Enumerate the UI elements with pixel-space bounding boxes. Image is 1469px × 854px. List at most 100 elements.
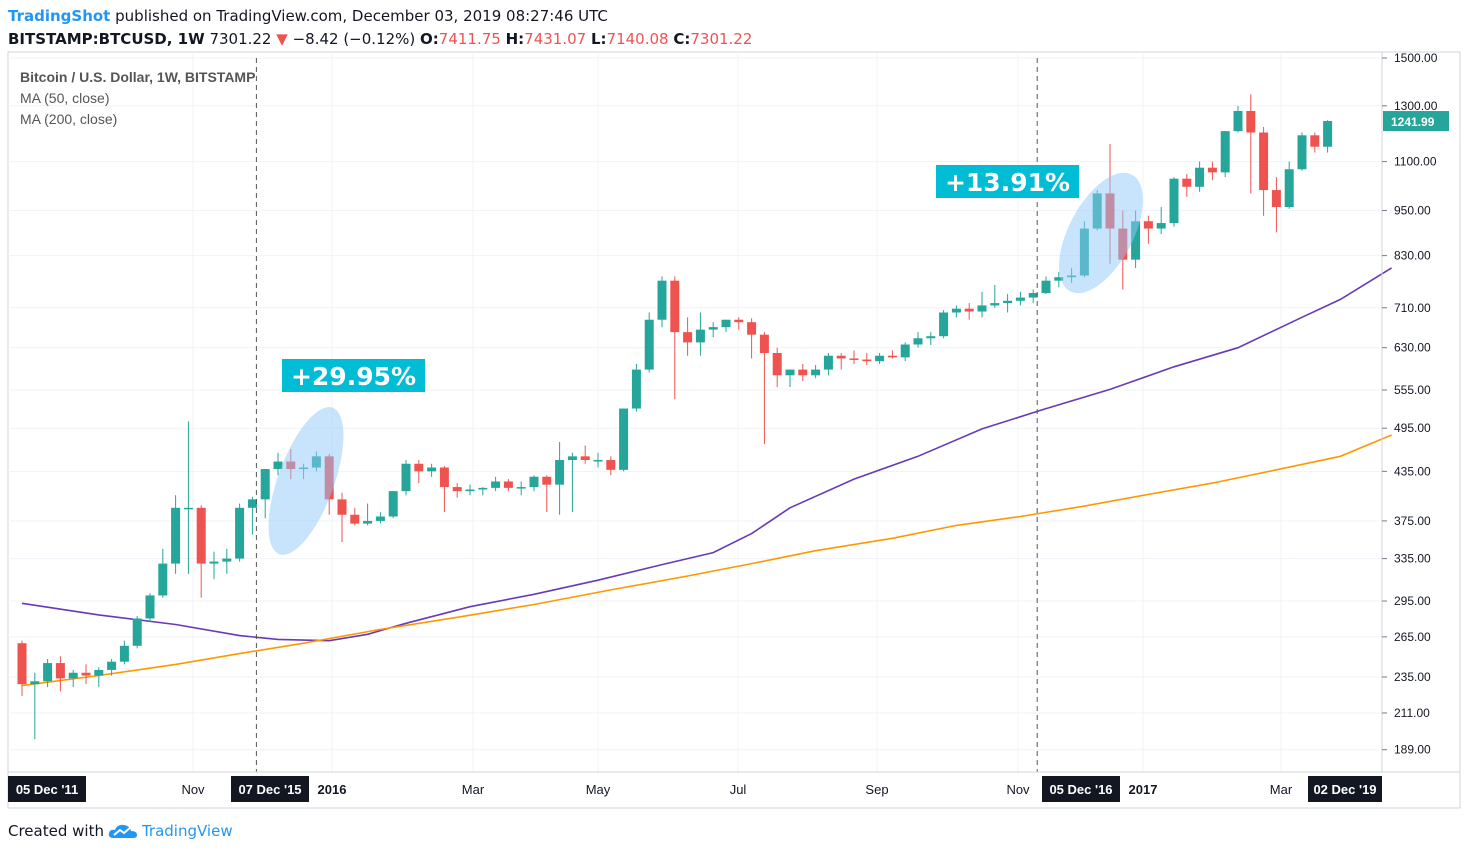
candle-body <box>811 369 821 376</box>
candle <box>977 291 987 318</box>
price-axis-tick-label: 1100.00 <box>1394 155 1437 169</box>
candle-body <box>542 476 552 485</box>
candle <box>196 505 206 598</box>
candle <box>158 548 168 598</box>
candle <box>17 640 27 696</box>
candle <box>772 347 782 388</box>
time-axis-date-label-bg <box>231 776 309 802</box>
candle <box>516 481 526 496</box>
candle <box>631 363 641 412</box>
close-label: C: <box>673 30 691 48</box>
candle-body <box>452 487 462 492</box>
candle-body <box>926 336 936 339</box>
candle-body <box>1233 110 1243 132</box>
gain-annotation-label: +13.91% <box>945 168 1070 197</box>
ma50-line <box>21 267 1393 642</box>
candle-body <box>747 322 757 335</box>
price-axis-tick-label: 189.00 <box>1394 743 1431 757</box>
symbol: BITSTAMP:BTCUSD, 1W <box>8 30 205 48</box>
candle-body <box>836 355 846 359</box>
candles <box>17 94 1333 740</box>
candle-body <box>990 303 1000 306</box>
candle <box>1246 94 1256 194</box>
candle <box>132 616 142 649</box>
legend-ma200[interactable]: MA (200, close) <box>20 111 117 127</box>
price-axis: 189.00 211.00 235.00 265.00 295.00 335.00 375.… <box>1381 51 1449 772</box>
time-axis-tick-label: Mar <box>1270 782 1293 797</box>
candle-body <box>1207 167 1217 173</box>
candle <box>695 312 705 356</box>
candle-body <box>875 355 885 362</box>
candle <box>990 285 1000 308</box>
candle <box>363 503 373 526</box>
time-axis-tick-label: 05 Dec '16 <box>1049 782 1112 797</box>
candle <box>503 479 513 492</box>
candle-body <box>439 467 449 488</box>
annotations: +29.95% +13.91% <box>255 58 1143 772</box>
tradingview-link[interactable]: TradingView <box>141 822 233 840</box>
gain-annotation-bg <box>282 359 425 392</box>
candle-body <box>772 353 782 376</box>
candle <box>939 310 949 339</box>
candle <box>388 491 398 519</box>
candle-body <box>939 312 949 337</box>
candle-body <box>529 476 539 488</box>
candle <box>798 363 808 382</box>
candle <box>1310 132 1320 153</box>
author-link[interactable]: TradingShot <box>8 7 111 25</box>
time-axis-date-label-bg <box>1308 776 1382 802</box>
candle-body <box>427 467 437 472</box>
candle-body <box>17 643 27 685</box>
candle <box>1028 289 1038 304</box>
candle <box>1233 105 1243 133</box>
candle-body <box>1015 297 1025 301</box>
candle <box>183 421 193 574</box>
candle <box>1169 177 1179 227</box>
open-label: O: <box>420 30 439 48</box>
candle-body <box>657 280 667 320</box>
candle <box>414 460 424 484</box>
candle <box>708 322 718 338</box>
candle-body <box>516 487 526 489</box>
candle <box>964 303 974 320</box>
candle <box>427 463 437 477</box>
candle <box>1054 272 1064 288</box>
candle-body <box>1297 135 1307 170</box>
time-axis-tick-label: Sep <box>865 782 888 797</box>
candle <box>222 548 232 574</box>
candle-body <box>1284 169 1294 208</box>
moving-averages <box>21 267 1393 687</box>
price-axis-tick-label: 555.00 <box>1394 383 1431 397</box>
candle <box>593 452 603 468</box>
candle-body <box>145 595 155 619</box>
candle-body <box>350 514 360 524</box>
last-price-label: 1241.99 <box>1391 115 1435 129</box>
price-axis-tick-label: 265.00 <box>1394 630 1431 644</box>
candle <box>759 332 769 445</box>
candle-body <box>734 319 744 323</box>
candle-body <box>81 672 91 676</box>
candle-body <box>849 358 859 360</box>
candle-body <box>491 481 501 488</box>
candle-body <box>55 663 65 679</box>
candle <box>337 492 347 543</box>
candle-body <box>567 456 577 461</box>
candle <box>145 593 155 623</box>
candle-body <box>1041 280 1051 294</box>
candle <box>452 483 462 498</box>
candle-body <box>132 618 142 646</box>
candle <box>401 460 411 496</box>
price-axis-tick-label: 1300.00 <box>1394 99 1438 113</box>
candle <box>1182 173 1192 197</box>
low-value: 7140.08 <box>606 30 669 48</box>
legend-ma50[interactable]: MA (50, close) <box>20 90 109 106</box>
candle-body <box>1246 110 1256 133</box>
close-value: 7301.22 <box>690 30 753 48</box>
candle-body <box>683 332 693 343</box>
candle-body <box>119 645 129 662</box>
candle <box>1259 126 1269 216</box>
candle <box>811 365 821 379</box>
price-axis-tick-label: 495.00 <box>1394 421 1431 435</box>
candle <box>439 466 449 513</box>
